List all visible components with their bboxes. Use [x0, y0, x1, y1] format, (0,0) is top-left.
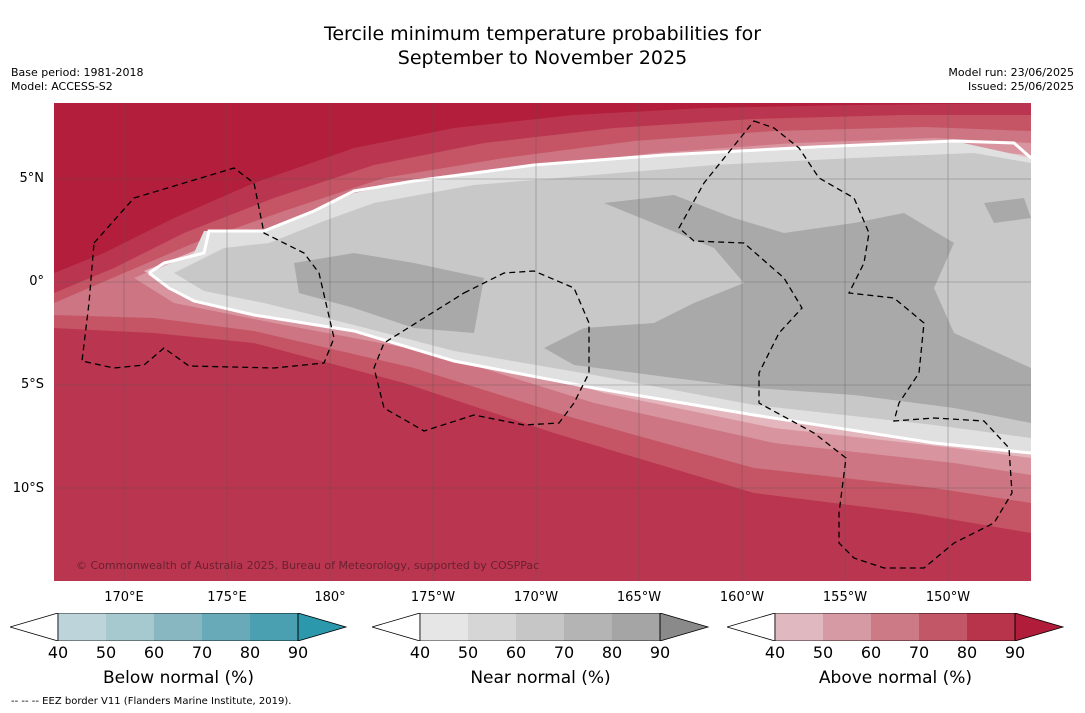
- tick-label: 80: [601, 643, 623, 662]
- issued-date: Issued: 25/06/2025: [967, 80, 1074, 93]
- tick-label: 40: [409, 643, 431, 662]
- eez-kiribati-line: [678, 120, 1013, 569]
- boundary-north: [148, 139, 1031, 275]
- tick-label: 40: [764, 643, 786, 662]
- tick-label: 80: [956, 643, 978, 662]
- tick-label: 50: [457, 643, 479, 662]
- colorbar-above-label: Above normal (%): [818, 668, 973, 688]
- eez-borders: [81, 120, 1013, 569]
- probability-map: [54, 103, 1031, 581]
- tick-label: 50: [95, 643, 117, 662]
- lon-label: 175°W: [410, 590, 456, 605]
- tick-label: 90: [287, 643, 309, 662]
- near-70-patch-central: [544, 195, 1031, 423]
- grid-lines: [54, 103, 1031, 581]
- map-title-line1: Tercile minimum temperature probabilitie…: [323, 23, 762, 45]
- lon-label: 170°W: [513, 590, 559, 605]
- colorbar-below-label: Below normal (%): [103, 668, 254, 688]
- boundary-south: [148, 271, 1031, 455]
- lat-label-0: 0°: [29, 274, 44, 289]
- lon-label: 175°E: [207, 590, 247, 605]
- tick-label: 80: [239, 643, 261, 662]
- eez-kiribati-gilbert: [81, 167, 335, 369]
- colorbar-below-normal: [10, 613, 348, 641]
- colorbar-near-label: Near normal (%): [470, 668, 611, 688]
- near-70-patch-east: [984, 198, 1031, 223]
- tick-label: 90: [1004, 643, 1026, 662]
- lon-label: 170°E: [104, 590, 144, 605]
- tick-label: 40: [47, 643, 69, 662]
- tick-label: 60: [143, 643, 165, 662]
- eez-kiribati-phoenix: [373, 270, 590, 432]
- tick-label: 50: [812, 643, 834, 662]
- model-name: Model: ACCESS-S2: [11, 80, 113, 93]
- base-period: Base period: 1981-2018: [11, 66, 144, 79]
- lon-label: 155°W: [822, 590, 868, 605]
- map-title-line2: September to November 2025: [397, 47, 688, 69]
- lon-label: 180°: [314, 590, 346, 605]
- tick-label: 60: [505, 643, 527, 662]
- lon-label: 150°W: [925, 590, 971, 605]
- lon-label: 165°W: [616, 590, 662, 605]
- colorbar-above-normal: [727, 613, 1065, 641]
- copyright-notice: © Commonwealth of Australia 2025, Bureau…: [76, 559, 540, 572]
- colorbar-near-normal: [372, 613, 710, 641]
- near-70-patch-west: [294, 253, 484, 333]
- lat-label-10s: 10°S: [12, 481, 44, 496]
- lat-label-5s: 5°S: [20, 377, 44, 392]
- tick-label: 70: [908, 643, 930, 662]
- lat-label-5n: 5°N: [19, 171, 45, 186]
- tick-label: 90: [649, 643, 671, 662]
- tick-label: 70: [553, 643, 575, 662]
- lon-label: 160°W: [719, 590, 765, 605]
- model-run: Model run: 23/06/2025: [948, 66, 1074, 79]
- tick-label: 60: [860, 643, 882, 662]
- tick-label: 70: [191, 643, 213, 662]
- eez-note: -- -- -- EEZ border V11 (Flanders Marine…: [11, 696, 292, 707]
